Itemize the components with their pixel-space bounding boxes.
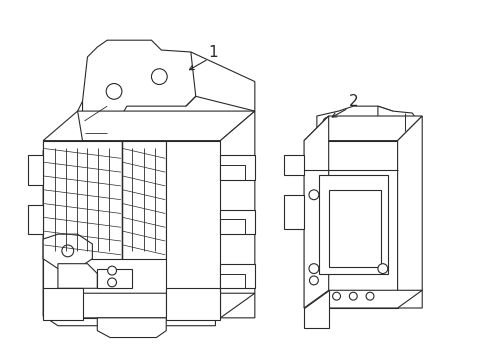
Polygon shape bbox=[220, 210, 254, 234]
Polygon shape bbox=[97, 269, 131, 288]
Circle shape bbox=[308, 190, 318, 200]
Polygon shape bbox=[43, 288, 82, 320]
Polygon shape bbox=[43, 234, 92, 269]
Polygon shape bbox=[284, 156, 304, 175]
Polygon shape bbox=[122, 141, 166, 259]
Polygon shape bbox=[318, 175, 387, 274]
Polygon shape bbox=[304, 290, 328, 328]
Polygon shape bbox=[377, 106, 416, 131]
Polygon shape bbox=[43, 150, 215, 326]
Circle shape bbox=[377, 264, 387, 274]
Polygon shape bbox=[82, 40, 195, 141]
Polygon shape bbox=[166, 141, 220, 318]
Polygon shape bbox=[220, 264, 254, 288]
Circle shape bbox=[107, 266, 116, 275]
Circle shape bbox=[62, 245, 74, 257]
Polygon shape bbox=[166, 288, 220, 320]
Polygon shape bbox=[397, 116, 421, 308]
Polygon shape bbox=[43, 111, 254, 141]
Polygon shape bbox=[304, 116, 421, 141]
Polygon shape bbox=[58, 264, 97, 288]
Polygon shape bbox=[304, 290, 421, 308]
Polygon shape bbox=[43, 141, 220, 318]
Polygon shape bbox=[284, 195, 304, 229]
Polygon shape bbox=[28, 156, 43, 185]
Circle shape bbox=[106, 84, 122, 99]
Polygon shape bbox=[43, 141, 122, 259]
Circle shape bbox=[348, 292, 357, 300]
Polygon shape bbox=[43, 293, 254, 318]
Polygon shape bbox=[328, 190, 380, 267]
Circle shape bbox=[151, 69, 167, 85]
Polygon shape bbox=[220, 156, 254, 180]
Circle shape bbox=[332, 292, 340, 300]
Circle shape bbox=[107, 278, 116, 287]
Text: 1: 1 bbox=[208, 45, 218, 59]
Polygon shape bbox=[220, 111, 254, 318]
Polygon shape bbox=[304, 116, 328, 308]
Polygon shape bbox=[28, 204, 43, 234]
Circle shape bbox=[308, 264, 318, 274]
Text: 2: 2 bbox=[348, 94, 357, 109]
Polygon shape bbox=[304, 141, 397, 308]
Polygon shape bbox=[97, 318, 166, 338]
Circle shape bbox=[309, 276, 318, 285]
Circle shape bbox=[322, 117, 334, 129]
Circle shape bbox=[366, 292, 373, 300]
Polygon shape bbox=[316, 106, 392, 136]
